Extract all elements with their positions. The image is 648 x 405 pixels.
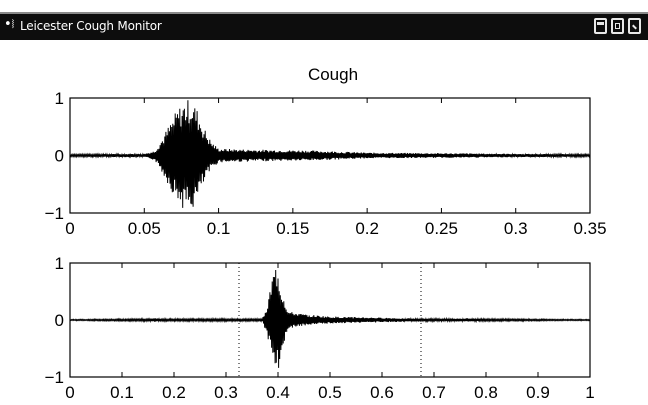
window-title-bar: •⧘ Leicester Cough Monitor bbox=[0, 12, 648, 40]
y-tick-label: 0 bbox=[55, 147, 64, 166]
maximize-icon[interactable] bbox=[611, 18, 624, 34]
y-tick-label: 0 bbox=[55, 311, 64, 330]
x-tick-label: 0 bbox=[65, 383, 74, 402]
y-tick-label: 1 bbox=[55, 254, 64, 273]
x-tick-label: 0.2 bbox=[162, 383, 186, 402]
waveform-series-0 bbox=[69, 269, 591, 368]
y-tick-label: 1 bbox=[55, 89, 64, 108]
x-tick-label: 0.6 bbox=[370, 383, 394, 402]
x-tick-label: 0.1 bbox=[207, 219, 231, 238]
chart-title: Cough bbox=[308, 65, 358, 84]
cough-monitor-icon: •⧘ bbox=[4, 17, 15, 32]
x-tick-label: 0.1 bbox=[110, 383, 134, 402]
x-tick-label: 0 bbox=[65, 219, 74, 238]
minimize-icon[interactable] bbox=[594, 18, 607, 34]
x-tick-label: 0.4 bbox=[266, 383, 290, 402]
x-tick-label: 0.2 bbox=[355, 219, 379, 238]
x-tick-label: 0.3 bbox=[214, 383, 238, 402]
x-tick-label: 0.05 bbox=[128, 219, 161, 238]
cough-plot-bottom: 0 0.1 0.2 0.3 0.4 0.5 0.6 0.7 0.8 0.9 110−1 bbox=[45, 254, 595, 402]
x-tick-label: 0.5 bbox=[318, 383, 342, 402]
y-tick-label: −1 bbox=[45, 368, 64, 387]
x-tick-label: 0.9 bbox=[526, 383, 550, 402]
x-tick-label: 0.35 bbox=[573, 219, 606, 238]
y-tick-label: −1 bbox=[45, 204, 64, 223]
x-tick-label: 0.8 bbox=[474, 383, 498, 402]
x-tick-label: 0.15 bbox=[276, 219, 309, 238]
close-icon[interactable] bbox=[628, 18, 641, 34]
waveform-series-0 bbox=[69, 100, 591, 208]
x-tick-label: 0.3 bbox=[504, 219, 528, 238]
window-title: Leicester Cough Monitor bbox=[20, 19, 162, 33]
x-tick-label: 0.25 bbox=[425, 219, 458, 238]
x-tick-label: 1 bbox=[585, 383, 594, 402]
x-tick-label: 0.7 bbox=[422, 383, 446, 402]
